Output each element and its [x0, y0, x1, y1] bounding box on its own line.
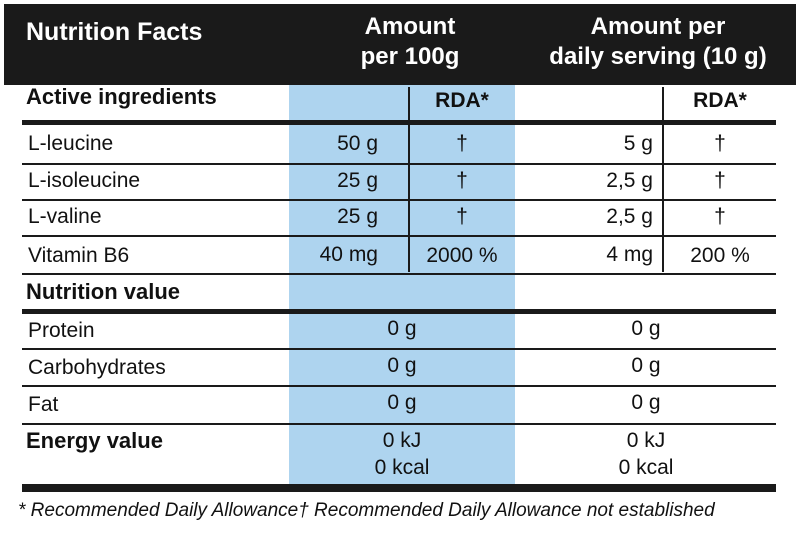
- serving-energy-kcal: 0 kcal: [618, 456, 674, 479]
- serving-rda: †: [714, 169, 726, 192]
- per100g-energy-kj: 0 kJ: [382, 429, 422, 452]
- footnote: * Recommended Daily Allowance† Recommend…: [18, 500, 715, 521]
- serving-value: 5 g: [623, 132, 653, 155]
- per100g-value: 25 g: [337, 169, 378, 192]
- per100g-value: 0 g: [387, 317, 417, 340]
- rda-header-per100g: RDA*: [435, 89, 489, 112]
- ingredient-name: L-leucine: [28, 132, 114, 155]
- per100g-rda: †: [456, 205, 468, 228]
- per100g-value: 0 g: [387, 391, 417, 414]
- per100g-value: 25 g: [337, 205, 378, 228]
- per100g-value: 40 mg: [319, 243, 378, 266]
- rule: [22, 120, 776, 125]
- serving-value: 0 g: [631, 317, 661, 340]
- serving-rda: †: [714, 205, 726, 228]
- serving-rda: 200 %: [690, 244, 750, 267]
- column-divider: [408, 87, 410, 272]
- section-energy-value: Energy value: [26, 428, 163, 453]
- serving-value: 2,5 g: [606, 169, 653, 192]
- ingredient-name: Vitamin B6: [28, 244, 130, 267]
- rule: [22, 273, 776, 275]
- rule: [22, 385, 776, 387]
- serving-value: 4 mg: [606, 243, 653, 266]
- rule: [22, 163, 776, 165]
- section-active-ingredients: Active ingredients: [26, 84, 217, 109]
- per100g-rda: †: [456, 132, 468, 155]
- ingredient-name: L-isoleucine: [28, 169, 141, 192]
- nutrient-name: Fat: [28, 393, 59, 416]
- per100g-rda: 2000 %: [426, 244, 498, 267]
- section-nutrition-value: Nutrition value: [26, 279, 181, 304]
- per100g-value: 0 g: [387, 354, 417, 377]
- column-divider: [662, 87, 664, 272]
- serving-value: 0 g: [631, 391, 661, 414]
- table-title: Nutrition Facts: [26, 18, 203, 46]
- rule: [22, 199, 776, 201]
- per100g-highlight-bottom: [289, 314, 515, 484]
- serving-energy-kj: 0 kJ: [626, 429, 666, 452]
- per100g-energy-kcal: 0 kcal: [374, 456, 430, 479]
- nutrient-name: Carbohydrates: [28, 356, 166, 379]
- table-header: Nutrition Facts Amount per 100g Amount p…: [4, 4, 796, 85]
- serving-value: 2,5 g: [606, 205, 653, 228]
- ingredient-name: L-valine: [28, 205, 102, 228]
- rule: [22, 348, 776, 350]
- rda-header-per-serving: RDA*: [693, 89, 747, 112]
- per100g-rda: †: [456, 169, 468, 192]
- serving-value: 0 g: [631, 354, 661, 377]
- rule: [22, 423, 776, 425]
- rule: [22, 235, 776, 237]
- column-header-per-serving: Amount per daily serving (10 g): [549, 13, 767, 70]
- per100g-value: 50 g: [337, 132, 378, 155]
- column-header-per100g: Amount per 100g: [360, 13, 460, 70]
- nutrient-name: Protein: [28, 319, 95, 342]
- rule: [22, 309, 776, 314]
- serving-rda: †: [714, 132, 726, 155]
- rule: [22, 484, 776, 492]
